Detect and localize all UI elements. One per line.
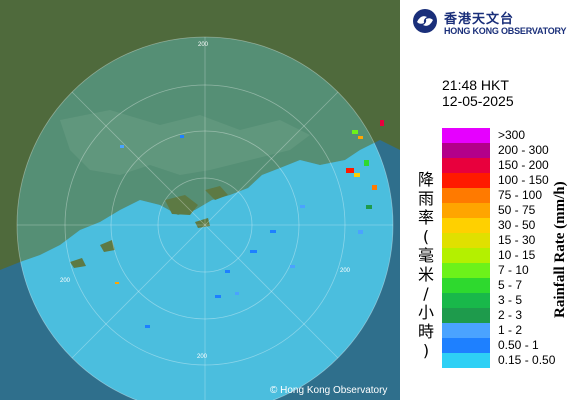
- island-small-1: [100, 240, 115, 252]
- legend-swatch: [442, 233, 490, 248]
- legend-swatch: [442, 293, 490, 308]
- legend-swatch: [442, 173, 490, 188]
- legend-label: 50 - 75: [498, 203, 536, 217]
- legend-label: 5 - 7: [498, 278, 523, 292]
- legend-label: 2 - 3: [498, 308, 523, 322]
- range-label-west: 200: [60, 278, 71, 284]
- legend-label: 10 - 15: [498, 248, 536, 262]
- legend-swatch: [442, 158, 490, 173]
- legend-label: 100 - 150: [498, 173, 549, 187]
- range-spokes: [17, 37, 393, 400]
- range-rings: [16, 36, 394, 400]
- legend-swatch: [442, 188, 490, 203]
- legend-label: 75 - 100: [498, 188, 543, 202]
- legend-label: 30 - 50: [498, 218, 536, 232]
- legend-title-en: Rainfall Rate (mm/h): [552, 181, 568, 318]
- land-mainland-light: [60, 110, 310, 175]
- legend-swatch: [442, 353, 490, 368]
- island-hk: [205, 186, 228, 200]
- legend-swatch: [442, 323, 490, 338]
- legend-label: 15 - 30: [498, 233, 536, 247]
- rain-echoes: [115, 120, 384, 328]
- legend-label: 150 - 200: [498, 158, 549, 172]
- island-lantau: [165, 195, 198, 215]
- legend-label: 0.50 - 1: [498, 338, 539, 352]
- legend-swatch: [442, 308, 490, 323]
- legend-swatch: [442, 263, 490, 278]
- legend-swatch: [442, 278, 490, 293]
- timestamp-date: 12-05-2025: [442, 93, 514, 109]
- island-small-2: [70, 258, 86, 268]
- legend-label: 200 - 300: [498, 143, 549, 157]
- legend-swatch: [442, 218, 490, 233]
- legend-panel: 香港天文台 HONG KONG OBSERVATORY 21:48 HKT 12…: [400, 0, 577, 400]
- range-label-east: 200: [340, 268, 351, 274]
- timestamp-time: 21:48 HKT: [442, 77, 509, 93]
- legend-swatch: [442, 248, 490, 263]
- range-label-south: 200: [197, 354, 208, 360]
- map-copyright: © Hong Kong Observatory: [270, 385, 387, 396]
- legend-label: 7 - 10: [498, 263, 529, 277]
- legend-label: 0.15 - 0.50: [498, 353, 556, 367]
- org-name-cn: 香港天文台: [444, 12, 515, 27]
- legend-label: >300: [498, 128, 526, 142]
- island-small-3: [195, 218, 210, 228]
- legend-swatch: [442, 143, 490, 158]
- legend-title-cn: 降雨率(毫米 / 小時): [417, 170, 434, 360]
- range-label-north: 200: [198, 42, 209, 48]
- legend-swatch: [442, 203, 490, 218]
- hko-logo-icon: [413, 9, 437, 33]
- legend-label: 1 - 2: [498, 323, 523, 337]
- legend-label: 3 - 5: [498, 293, 523, 307]
- org-name-en: HONG KONG OBSERVATORY: [444, 26, 567, 36]
- legend-swatch: [442, 128, 490, 143]
- legend-swatch: [442, 338, 490, 353]
- radar-map: 200 200 200 200 © Hong Kong Observatory: [0, 0, 400, 400]
